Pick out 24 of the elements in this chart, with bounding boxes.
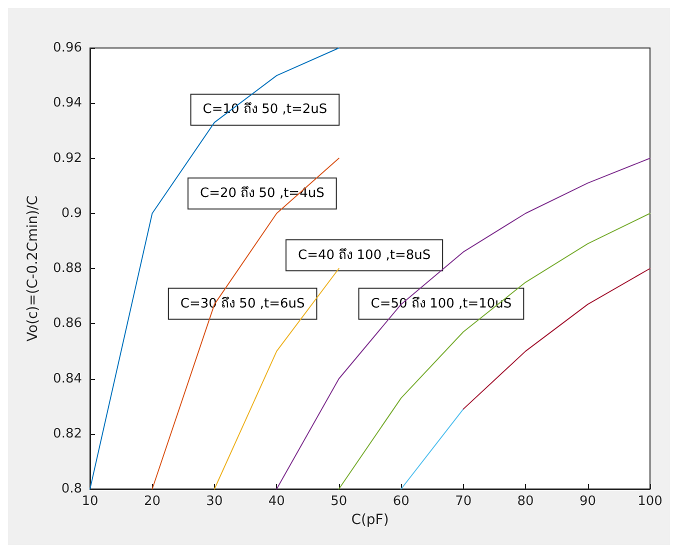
x-tick-label: 40: [268, 494, 285, 509]
x-tick-label: 80: [517, 494, 534, 509]
y-tick-label: 0.92: [53, 150, 82, 166]
line-series: [338, 212, 650, 490]
y-axis-title: Vo(c)=(C-0.2Cmin)/C: [25, 195, 41, 342]
x-tick-label: 20: [144, 494, 160, 509]
x-tick-label: 50: [330, 494, 348, 509]
y-tick-label: 0.86: [53, 316, 82, 332]
y-tick-label: 0.88: [53, 261, 82, 276]
x-tick-label: 90: [580, 494, 596, 509]
y-tick-label: 0.94: [53, 96, 82, 111]
x-tick-label: 10: [82, 494, 98, 509]
x-tick-label: 60: [392, 494, 410, 509]
line-series: [152, 158, 340, 490]
y-tick-label: 0.8: [61, 482, 82, 496]
y-tick-label: 0.96: [53, 40, 82, 56]
x-tick-label: 30: [206, 494, 223, 509]
y-tick-label: 0.82: [53, 426, 82, 442]
y-tick-label: 0.9: [61, 206, 82, 221]
x-tick-label: 100: [638, 494, 662, 509]
y-tick-label: 0.84: [53, 371, 82, 386]
x-axis-title: C(pF): [351, 512, 389, 528]
x-tick-label: 70: [455, 494, 472, 509]
annotation: C=40 ถึง 100 ,t=8uS: [298, 248, 431, 263]
